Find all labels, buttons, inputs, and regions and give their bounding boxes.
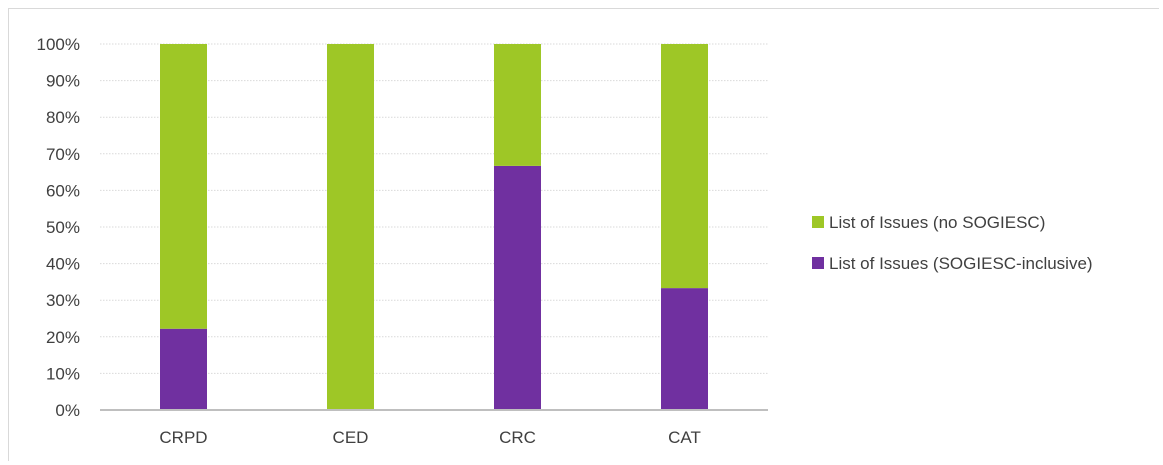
y-tick-label: 20%: [46, 328, 80, 347]
y-tick-label: 0%: [55, 401, 80, 420]
x-axis-ticks: CRPD CED CRC CAT: [159, 428, 700, 447]
y-tick-label: 100%: [37, 35, 80, 54]
x-tick-label: CAT: [668, 428, 701, 447]
x-tick-label: CRPD: [159, 428, 207, 447]
y-tick-label: 60%: [46, 181, 80, 200]
bar-segment-cat-sogiesc-inclusive: [661, 288, 708, 410]
y-tick-label: 50%: [46, 218, 80, 237]
y-axis-ticks: 0% 10% 20% 30% 40% 50% 60% 70% 80% 90% 100%: [37, 35, 80, 420]
y-tick-label: 10%: [46, 364, 80, 383]
bar-segment-crc-sogiesc-inclusive: [494, 165, 541, 410]
y-tick-label: 70%: [46, 145, 80, 164]
legend-label: List of Issues (no SOGIESC): [829, 213, 1045, 232]
legend-swatch: [812, 257, 824, 269]
chart-frame: [8, 8, 1159, 461]
bar-segment-crpd-no-sogiesc: [160, 44, 207, 329]
legend: List of Issues (no SOGIESC) List of Issue…: [812, 213, 1093, 273]
bars: [160, 44, 708, 410]
bar-segment-crc-no-sogiesc: [494, 44, 541, 166]
gridlines: [100, 43, 768, 374]
y-tick-label: 90%: [46, 72, 80, 91]
x-tick-label: CRC: [499, 428, 536, 447]
bar-segment-crpd-sogiesc-inclusive: [160, 328, 207, 410]
x-tick-label: CED: [333, 428, 369, 447]
bar-segment-cat-no-sogiesc: [661, 44, 708, 289]
y-tick-label: 30%: [46, 291, 80, 310]
bar-segment-ced-no-sogiesc: [327, 44, 374, 410]
y-tick-label: 80%: [46, 108, 80, 127]
legend-label: List of Issues (SOGIESC-inclusive): [829, 254, 1093, 273]
y-tick-label: 40%: [46, 255, 80, 274]
legend-swatch: [812, 216, 824, 228]
